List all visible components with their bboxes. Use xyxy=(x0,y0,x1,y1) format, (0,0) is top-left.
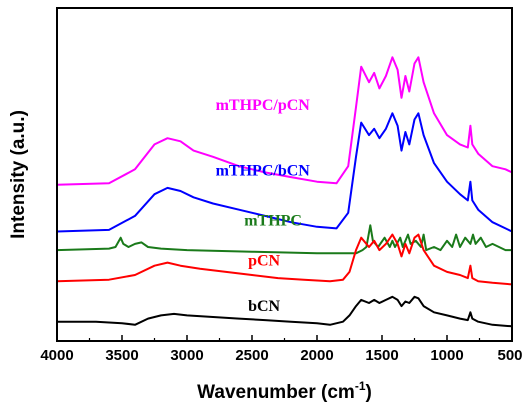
series-line-mthpc-bcn xyxy=(56,112,513,233)
x-tick-label: 500 xyxy=(497,347,522,364)
x-axis-title-superscript: -1 xyxy=(355,379,366,393)
x-axis-ticks: 4000 3500 3000 2500 2000 1500 1000 500 xyxy=(40,335,523,364)
series-line-bcn xyxy=(57,295,513,328)
x-axis-title: Wavenumber (cm-1) xyxy=(197,379,372,403)
y-axis-title: Intensity (a.u.) xyxy=(8,110,29,239)
x-tick-label: 3500 xyxy=(105,347,138,364)
series-layer xyxy=(56,56,513,328)
x-tick-label: 1500 xyxy=(365,347,398,364)
series-line-mthpc xyxy=(56,224,512,255)
series-line-pcn xyxy=(56,233,513,286)
x-tick-label: 4000 xyxy=(40,347,73,364)
x-axis-title-close: ) xyxy=(366,382,372,403)
x-tick-label: 2000 xyxy=(300,347,333,364)
series-label-mthpc-pcn: mTHPC/pCN xyxy=(216,97,311,114)
x-tick-label: 1000 xyxy=(430,347,463,364)
series-label-bcn: bCN xyxy=(248,298,280,315)
series-line-mthpc-pcn xyxy=(56,56,513,186)
x-axis-title-main: Wavenumber (cm xyxy=(197,382,355,403)
series-label-pcn: pCN xyxy=(248,253,280,270)
x-tick-label: 2500 xyxy=(235,347,268,364)
series-label-mthpc-bcn: mTHPC/bCN xyxy=(216,163,311,180)
x-tick-label: 3000 xyxy=(170,347,203,364)
series-label-mthpc: mTHPC xyxy=(244,212,302,229)
annotation-layer: mTHPC/pCN mTHPC/bCN mTHPC pCN bCN xyxy=(216,97,311,315)
